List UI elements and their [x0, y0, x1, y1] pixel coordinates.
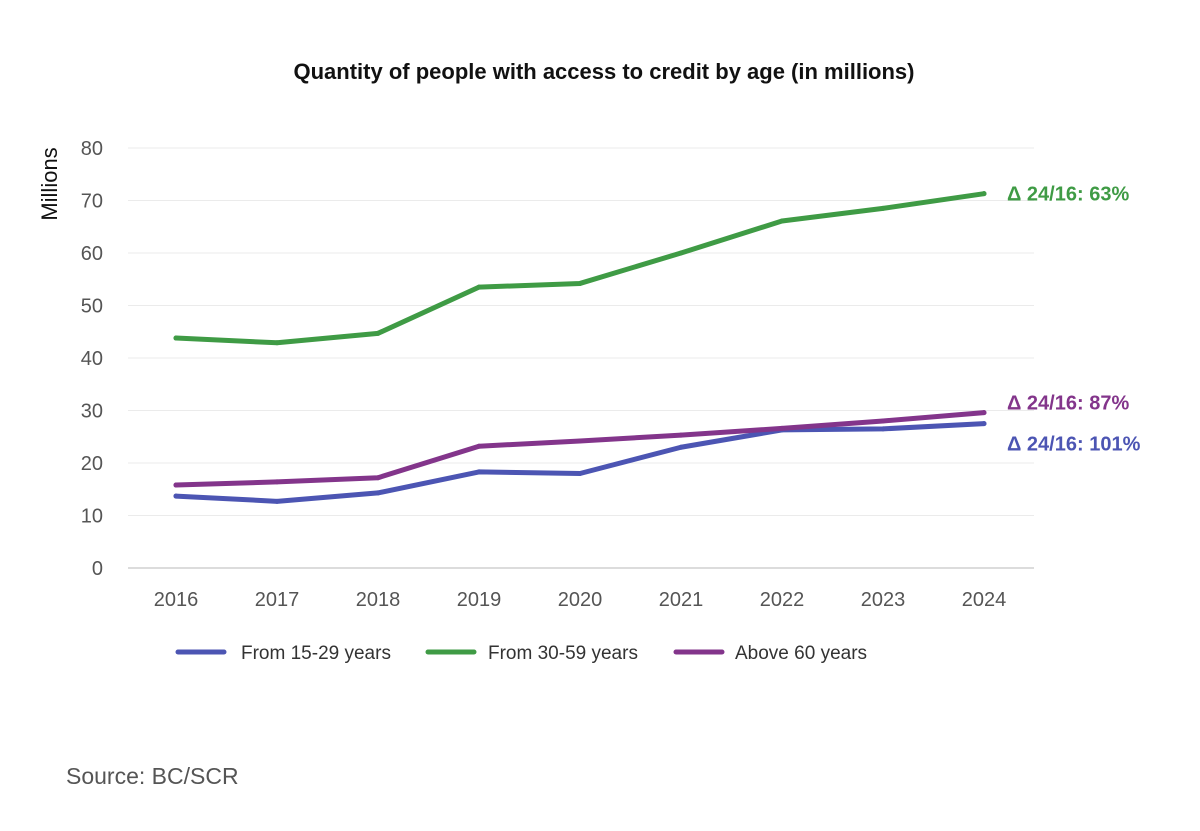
y-tick-label: 60: [81, 243, 103, 265]
data-point: [779, 218, 785, 224]
source-note: Source: BC/SCR: [66, 763, 239, 789]
data-point: [476, 443, 482, 449]
series-annotation: Δ 24/16: 101%: [1007, 434, 1141, 456]
x-tick-label: 2016: [154, 589, 199, 611]
x-tick-label: 2017: [255, 589, 300, 611]
data-point: [880, 205, 886, 211]
series-annotation: Δ 24/16: 87%: [1007, 393, 1129, 415]
legend: From 15-29 years From 30-59 years Above 60…: [175, 643, 867, 664]
legend-label: Above 60 years: [735, 643, 867, 664]
x-tick-label: 2022: [760, 589, 805, 611]
y-tick-label: 50: [81, 296, 103, 318]
data-point: [678, 250, 684, 256]
data-point: [375, 475, 381, 481]
y-tick-label: 70: [81, 191, 103, 213]
data-point: [577, 438, 583, 444]
data-point: [880, 418, 886, 424]
x-tick-label: 2018: [356, 589, 401, 611]
x-tick-label: 2023: [861, 589, 906, 611]
data-point: [779, 425, 785, 431]
data-point: [173, 493, 179, 499]
x-tick-label: 2021: [659, 589, 704, 611]
data-point: [476, 284, 482, 290]
data-point: [274, 498, 280, 504]
data-point: [476, 469, 482, 475]
y-tick-label: 10: [81, 506, 103, 528]
data-point: [981, 410, 987, 416]
axes: 0 10 20 30 40 50 60 70 80 2016 2017 2018 2019 2020 202…: [81, 138, 1034, 611]
series-annotation: Δ 24/16: 63%: [1007, 184, 1129, 206]
y-axis-label: Millions: [37, 147, 62, 220]
y-tick-label: 40: [81, 348, 103, 370]
x-tick-label: 2019: [457, 589, 502, 611]
series-line: [173, 421, 987, 504]
data-point: [375, 490, 381, 496]
data-point: [274, 340, 280, 346]
series-line: [173, 191, 987, 346]
data-point: [577, 471, 583, 476]
chart-title: Quantity of people with access to credit…: [294, 59, 915, 84]
data-point: [173, 335, 179, 341]
y-tick-label: 30: [81, 401, 103, 423]
data-point: [981, 191, 987, 197]
data-point: [274, 479, 280, 485]
data-point: [375, 330, 381, 336]
annotations: Δ 24/16: 101% Δ 24/16: 63% Δ 24/16: 87%: [1007, 184, 1141, 456]
x-tick-label: 2020: [558, 589, 603, 611]
y-tick-label: 20: [81, 453, 103, 475]
data-point: [577, 280, 583, 286]
legend-label: From 15-29 years: [241, 643, 391, 664]
x-tick-label: 2024: [962, 589, 1007, 611]
data-point: [880, 426, 886, 432]
data-point: [981, 421, 987, 427]
data-point: [678, 444, 684, 450]
series-lines: [173, 191, 987, 504]
y-tick-label: 80: [81, 138, 103, 160]
data-point: [173, 482, 179, 488]
legend-label: From 30-59 years: [488, 643, 638, 664]
y-tick-label: 0: [92, 558, 103, 580]
data-point: [678, 432, 684, 438]
gridlines: [128, 147, 1034, 516]
